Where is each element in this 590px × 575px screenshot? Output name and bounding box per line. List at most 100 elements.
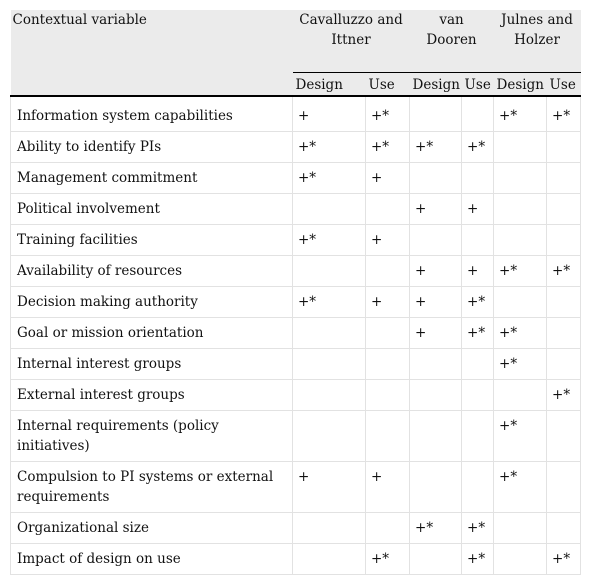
cell-value: + (365, 286, 411, 318)
cell-value: + (409, 317, 463, 349)
cell-value (493, 224, 548, 256)
table-row: Information system capabilities + +* +* +* (10, 96, 582, 132)
cell-value: + (461, 193, 495, 225)
cell-value (546, 162, 582, 194)
cell-value (409, 461, 463, 513)
row-label: Training facilities (10, 224, 293, 256)
cell-value (546, 131, 582, 163)
cell-value: +* (461, 512, 495, 544)
group-line2: Ittner (331, 32, 371, 48)
cell-value: +* (546, 255, 582, 287)
row-label: Internal requirements (policy initiative… (10, 410, 293, 462)
cell-value (292, 512, 366, 544)
group-line1: Julnes and (501, 12, 573, 28)
cell-value (493, 512, 548, 544)
cell-value (292, 193, 366, 225)
cell-value: +* (461, 543, 495, 575)
header-contextual-variable: Contextual variable (10, 10, 293, 97)
cell-value: +* (546, 543, 582, 575)
cell-value (409, 379, 463, 411)
cell-value (493, 162, 548, 194)
table-row: Goal or mission orientation + +* +* (10, 317, 582, 349)
cell-value: + (292, 461, 366, 513)
row-label: Availability of resources (10, 255, 293, 287)
subheader-use: Use (546, 72, 581, 97)
cell-value (461, 96, 495, 132)
cell-value: + (365, 461, 411, 513)
cell-value (409, 348, 463, 380)
cell-value: +* (461, 286, 495, 318)
cell-value: +* (493, 317, 548, 349)
subheader-design: Design (493, 72, 547, 97)
cell-value: +* (546, 96, 582, 132)
header-group-julnes-holzer: Julnes and Holzer (493, 10, 581, 73)
subheader-use: Use (461, 72, 494, 97)
cell-value: +* (292, 286, 366, 318)
cell-value (365, 255, 411, 287)
table-row: Training facilities +* + (10, 224, 582, 256)
group-line1: Cavalluzzo and (299, 12, 403, 28)
group-line1: van Dooren (426, 12, 477, 48)
table-row: Availability of resources + + +* +* (10, 255, 582, 287)
cell-value: + (409, 286, 463, 318)
cell-value (292, 348, 366, 380)
table-row: External interest groups +* (10, 379, 582, 411)
cell-value: + (409, 255, 463, 287)
cell-value: +* (365, 543, 411, 575)
contextual-variables-table: Contextual variable Cavalluzzo and Ittne… (10, 10, 582, 575)
table-row: Ability to identify PIs +* +* +* +* (10, 131, 582, 163)
cell-value (493, 379, 548, 411)
cell-value: +* (493, 255, 548, 287)
cell-value (409, 162, 463, 194)
cell-value: + (292, 96, 366, 132)
cell-value (409, 410, 463, 462)
cell-value (546, 224, 582, 256)
cell-value (292, 255, 366, 287)
cell-value (292, 410, 366, 462)
cell-value (292, 379, 366, 411)
cell-value (546, 193, 582, 225)
cell-value: +* (365, 96, 411, 132)
table-row: Internal interest groups +* (10, 348, 582, 380)
row-label: External interest groups (10, 379, 293, 411)
table-row: Internal requirements (policy initiative… (10, 410, 582, 462)
table-body: Information system capabilities + +* +* +* Ab… (10, 96, 582, 575)
row-label: Goal or mission orientation (10, 317, 293, 349)
cell-value (409, 96, 463, 132)
cell-value (461, 461, 495, 513)
cell-value: +* (292, 162, 366, 194)
cell-value: + (461, 255, 495, 287)
cell-value: +* (409, 512, 463, 544)
cell-value (461, 379, 495, 411)
table-row: Organizational size +* +* (10, 512, 582, 544)
cell-value: + (409, 193, 463, 225)
cell-value (365, 193, 411, 225)
cell-value (365, 512, 411, 544)
cell-value (365, 410, 411, 462)
cell-value (493, 193, 548, 225)
table-row: Decision making authority +* + + +* (10, 286, 582, 318)
cell-value (409, 543, 463, 575)
cell-value: +* (461, 317, 495, 349)
group-line2: Holzer (514, 32, 560, 48)
table-header: Contextual variable Cavalluzzo and Ittne… (10, 10, 581, 97)
cell-value (292, 543, 366, 575)
cell-value: +* (292, 131, 366, 163)
cell-value (292, 317, 366, 349)
cell-value (493, 543, 548, 575)
table-row: Compulsion to PI systems or external req… (10, 461, 582, 513)
cell-value: +* (493, 461, 548, 513)
cell-value (546, 286, 582, 318)
table-row: Political involvement + + (10, 193, 582, 225)
cell-value: +* (409, 131, 463, 163)
cell-value: + (365, 224, 411, 256)
cell-value: +* (292, 224, 366, 256)
subheader-design: Design (409, 72, 462, 97)
row-label: Internal interest groups (10, 348, 293, 380)
table-row: Impact of design on use +* +* +* (10, 543, 582, 575)
row-label: Decision making authority (10, 286, 293, 318)
row-label: Information system capabilities (10, 96, 293, 132)
cell-value (409, 224, 463, 256)
cell-value (365, 379, 411, 411)
cell-value: +* (493, 410, 548, 462)
